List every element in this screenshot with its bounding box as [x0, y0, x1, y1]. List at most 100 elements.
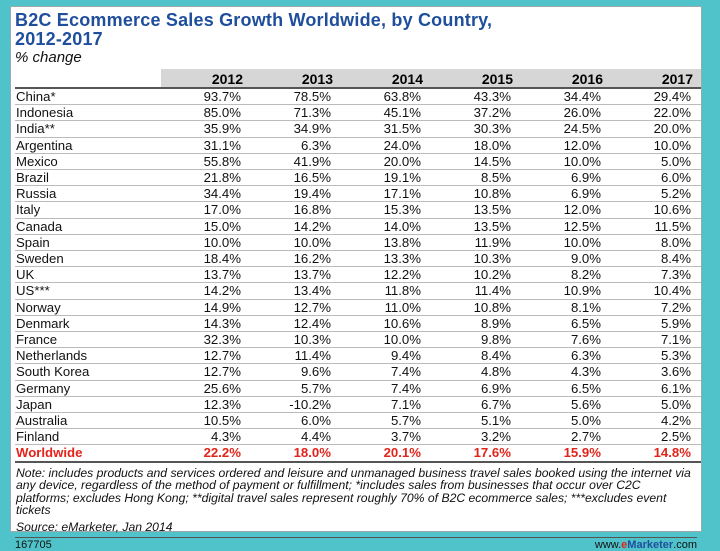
value-cell: 8.2% [521, 266, 611, 284]
value-cell: 34.4% [521, 88, 611, 106]
value-cell: 6.1% [611, 380, 701, 397]
value-cell: 7.4% [341, 380, 431, 397]
data-table: 2012 2013 2014 2015 2016 2017 China* 93.7% 78.5… [15, 69, 701, 463]
value-cell: 4.4% [251, 428, 341, 446]
value-cell: 78.5% [251, 88, 341, 106]
source: Source: eMarketer, Jan 2014 [16, 520, 173, 535]
value-cell: 7.6% [521, 331, 611, 349]
value-cell: 14.2% [251, 218, 341, 235]
value-cell: 12.0% [521, 137, 611, 154]
footer: 167705 www.eMarketer.com [15, 536, 697, 551]
value-cell: 30.3% [431, 120, 521, 138]
value-cell: 16.8% [251, 201, 341, 219]
table-row: Canada 15.0% 14.2% 14.0% 13.5% 12.5% 11.5% [15, 218, 701, 235]
column-header: 2014 [341, 69, 431, 89]
value-cell: 13.7% [251, 266, 341, 284]
value-cell: 6.5% [521, 315, 611, 333]
column-header: 2017 [611, 69, 701, 89]
value-cell: 13.5% [431, 201, 521, 219]
table-row: India** 35.9% 34.9% 31.5% 30.3% 24.5% 20.0% [15, 120, 701, 138]
column-header: 2013 [251, 69, 341, 89]
table-row: South Korea 12.7% 9.6% 7.4% 4.8% 4.3% 3.6% [15, 363, 701, 381]
country-cell: UK [15, 266, 161, 284]
country-cell: Argentina [15, 137, 161, 154]
table-row: UK 13.7% 13.7% 12.2% 10.2% 8.2% 7.3% [15, 266, 701, 284]
country-cell: US*** [15, 282, 161, 300]
country-cell: Germany [15, 380, 161, 397]
value-cell: 13.7% [161, 266, 251, 284]
value-cell: 20.0% [341, 153, 431, 171]
value-cell: 14.5% [431, 153, 521, 171]
country-cell: China* [15, 88, 161, 106]
value-cell: 31.1% [161, 137, 251, 154]
header-row: 2012 2013 2014 2015 2016 2017 [15, 69, 701, 89]
table-row: Finland 4.3% 4.4% 3.7% 3.2% 2.7% 2.5% [15, 428, 701, 446]
value-cell: 8.1% [521, 299, 611, 316]
table-row: France 32.3% 10.3% 10.0% 9.8% 7.6% 7.1% [15, 331, 701, 349]
emarketer-logo[interactable]: www.eMarketer.com [595, 539, 697, 551]
value-cell: 4.2% [611, 412, 701, 430]
value-cell: 10.0% [521, 234, 611, 252]
value-cell: 10.8% [431, 185, 521, 203]
value-cell: 32.3% [161, 331, 251, 349]
value-cell: 10.0% [251, 234, 341, 252]
chart-subtitle: % change [15, 49, 82, 66]
value-cell: 35.9% [161, 120, 251, 138]
value-cell: 8.4% [611, 250, 701, 268]
value-cell: 3.2% [431, 428, 521, 446]
country-cell: Brazil [15, 169, 161, 187]
table-row: Australia 10.5% 6.0% 5.7% 5.1% 5.0% 4.2% [15, 412, 701, 430]
value-cell: -10.2% [251, 396, 341, 414]
value-cell: 15.3% [341, 201, 431, 219]
value-cell: 14.8% [611, 444, 701, 463]
value-cell: 12.7% [161, 363, 251, 381]
value-cell: 10.3% [431, 250, 521, 268]
value-cell: 41.9% [251, 153, 341, 171]
table-row: Mexico 55.8% 41.9% 20.0% 14.5% 10.0% 5.0% [15, 153, 701, 171]
value-cell: 5.7% [341, 412, 431, 430]
value-cell: 31.5% [341, 120, 431, 138]
value-cell: 6.3% [521, 347, 611, 365]
title-line-2: 2012-2017 [15, 29, 103, 49]
value-cell: 11.9% [431, 234, 521, 252]
value-cell: 14.2% [161, 282, 251, 300]
value-cell: 8.9% [431, 315, 521, 333]
value-cell: 7.2% [611, 299, 701, 316]
table-row: Norway 14.9% 12.7% 11.0% 10.8% 8.1% 7.2% [15, 299, 701, 316]
country-cell: Sweden [15, 250, 161, 268]
value-cell: 5.6% [521, 396, 611, 414]
value-cell: 8.5% [431, 169, 521, 187]
value-cell: 2.7% [521, 428, 611, 446]
table-row: Sweden 18.4% 16.2% 13.3% 10.3% 9.0% 8.4% [15, 250, 701, 268]
value-cell: 6.0% [611, 169, 701, 187]
value-cell: 6.9% [431, 380, 521, 397]
table-body: China* 93.7% 78.5% 63.8% 43.3% 34.4% 29.4% Indo… [15, 88, 701, 463]
value-cell: 13.3% [341, 250, 431, 268]
value-cell: 14.0% [341, 218, 431, 235]
value-cell: 16.5% [251, 169, 341, 187]
value-cell: 4.8% [431, 363, 521, 381]
brand-prefix: www. [594, 538, 622, 551]
country-cell: Russia [15, 185, 161, 203]
value-cell: 15.0% [161, 218, 251, 235]
value-cell: 6.9% [521, 169, 611, 187]
value-cell: 8.4% [431, 347, 521, 365]
value-cell: 10.2% [431, 266, 521, 284]
value-cell: 10.5% [161, 412, 251, 430]
value-cell: 18.0% [251, 444, 341, 463]
value-cell: 19.4% [251, 185, 341, 203]
value-cell: 13.5% [431, 218, 521, 235]
value-cell: 10.0% [611, 137, 701, 154]
value-cell: 16.2% [251, 250, 341, 268]
value-cell: 14.3% [161, 315, 251, 333]
value-cell: 20.0% [611, 120, 701, 138]
value-cell: 12.5% [521, 218, 611, 235]
country-cell: France [15, 331, 161, 349]
table-row: Brazil 21.8% 16.5% 19.1% 8.5% 6.9% 6.0% [15, 169, 701, 187]
title-line-1: B2C Ecommerce Sales Growth Worldwide, by… [15, 10, 493, 30]
value-cell: 11.4% [431, 282, 521, 300]
value-cell: 6.0% [251, 412, 341, 430]
table-row: Spain 10.0% 10.0% 13.8% 11.9% 10.0% 8.0% [15, 234, 701, 252]
value-cell: 5.7% [251, 380, 341, 397]
value-cell: 12.2% [341, 266, 431, 284]
